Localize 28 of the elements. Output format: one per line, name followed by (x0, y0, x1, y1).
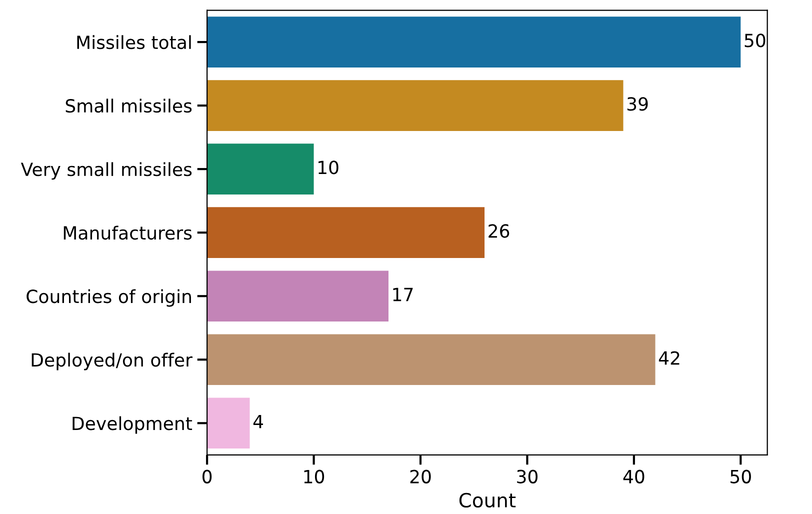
y-tick-label: Very small missiles (20, 162, 192, 180)
bar (207, 398, 250, 449)
data-label: 10 (318, 160, 338, 174)
bar (207, 16, 741, 68)
data-label: 50 (744, 34, 766, 48)
y-tick-label: Manufacturers (64, 226, 192, 240)
x-tick-label: 20 (410, 470, 431, 484)
y-tick-label: Deployed/on offer (32, 352, 192, 370)
data-label: 17 (393, 288, 413, 302)
y-tick-label: Small missiles (66, 98, 192, 113)
bar (207, 270, 388, 322)
y-tick-label: Missiles total (77, 35, 191, 50)
data-label: 4 (253, 414, 263, 428)
y-tick-label: Countries of origin (26, 289, 191, 307)
bar (207, 334, 656, 386)
y-tick-label: Development (72, 416, 192, 434)
bar (207, 207, 485, 258)
bar (207, 144, 314, 194)
x-axis-title: Count (459, 492, 516, 508)
x-tick-label: 50 (730, 470, 751, 484)
data-label: 42 (658, 351, 680, 365)
x-tick-label: 10 (304, 470, 324, 484)
data-label: 39 (627, 97, 648, 111)
x-tick-label: 30 (517, 470, 538, 484)
data-label: 26 (488, 224, 510, 238)
x-tick-label: 40 (623, 470, 644, 484)
bar (207, 80, 624, 131)
x-tick-label: 0 (202, 470, 212, 484)
